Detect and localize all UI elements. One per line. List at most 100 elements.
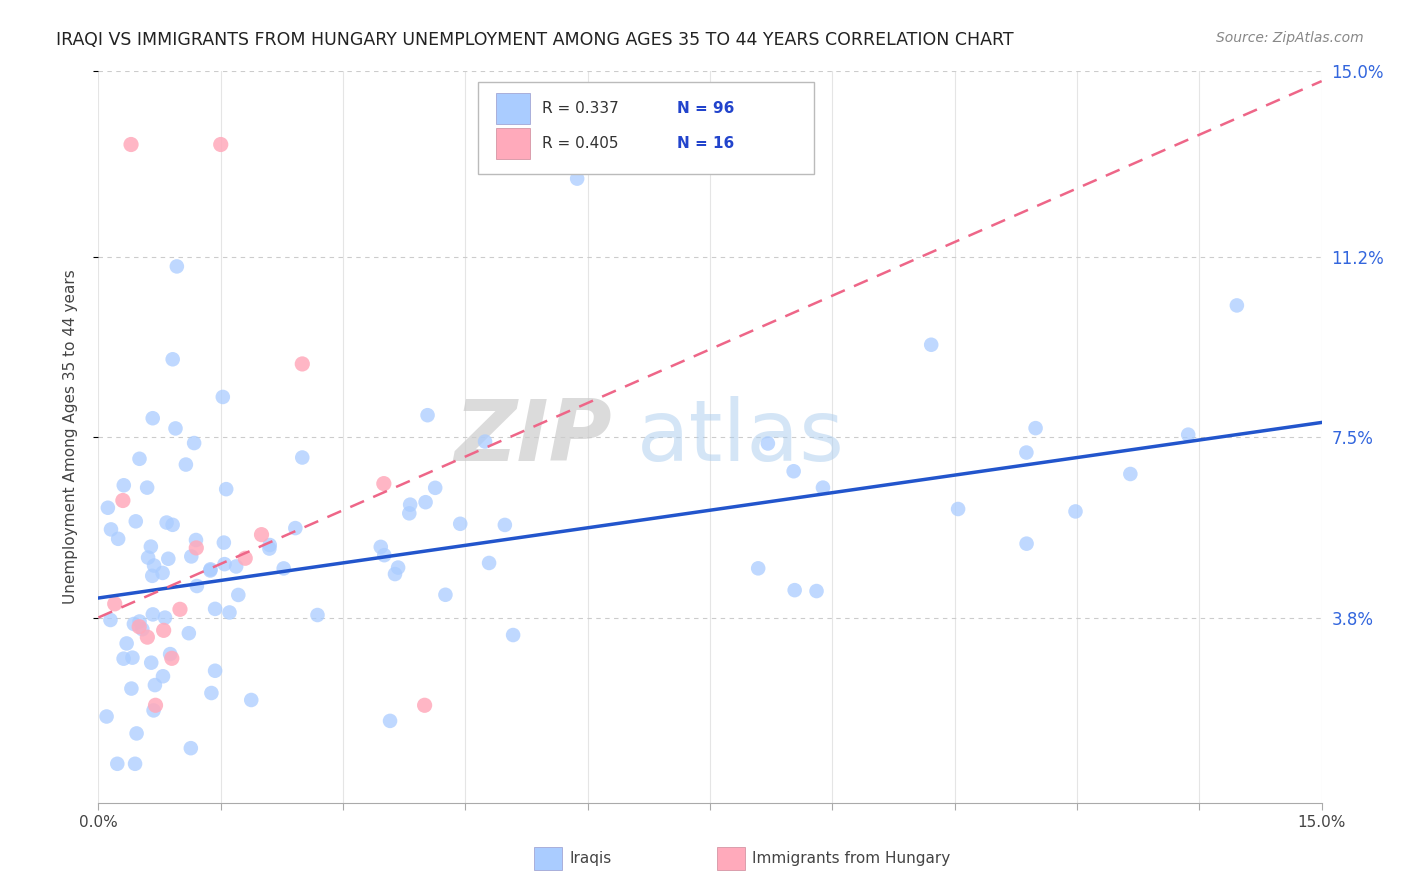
Point — [399, 498, 422, 512]
Point — [104, 597, 127, 611]
Point — [128, 615, 150, 629]
Point — [165, 421, 187, 435]
Point — [449, 516, 471, 531]
Text: R = 0.337: R = 0.337 — [543, 101, 619, 116]
Point — [169, 602, 191, 616]
Point — [413, 698, 436, 713]
Point — [180, 741, 202, 756]
Point — [111, 493, 134, 508]
Point — [259, 538, 281, 552]
Point — [291, 450, 314, 465]
Point — [565, 171, 588, 186]
Point — [204, 602, 226, 616]
Point — [96, 709, 118, 723]
Text: Immigrants from Hungary: Immigrants from Hungary — [752, 852, 950, 866]
Text: N = 16: N = 16 — [678, 136, 734, 152]
Point — [128, 620, 150, 634]
Text: atlas: atlas — [637, 395, 845, 479]
Point — [212, 535, 235, 549]
Point — [415, 495, 437, 509]
FancyBboxPatch shape — [478, 82, 814, 174]
Point — [141, 656, 163, 670]
Point — [200, 564, 222, 578]
Point — [215, 482, 238, 496]
Point — [136, 550, 159, 565]
Point — [416, 408, 439, 422]
Point — [425, 481, 447, 495]
Point — [125, 726, 148, 740]
Point — [1025, 421, 1047, 435]
Point — [226, 588, 249, 602]
Point — [494, 517, 516, 532]
Point — [186, 541, 208, 555]
Point — [143, 678, 166, 692]
Point — [166, 260, 188, 274]
Point — [204, 664, 226, 678]
Point — [177, 626, 200, 640]
Point — [186, 579, 208, 593]
Point — [139, 540, 162, 554]
Point — [100, 522, 122, 536]
Point — [307, 607, 329, 622]
Text: Source: ZipAtlas.com: Source: ZipAtlas.com — [1216, 31, 1364, 45]
Point — [142, 411, 165, 425]
Point — [250, 527, 273, 541]
Text: IRAQI VS IMMIGRANTS FROM HUNGARY UNEMPLOYMENT AMONG AGES 35 TO 44 YEARS CORRELAT: IRAQI VS IMMIGRANTS FROM HUNGARY UNEMPLO… — [56, 31, 1014, 49]
Text: N = 96: N = 96 — [678, 101, 734, 116]
Text: R = 0.405: R = 0.405 — [543, 136, 619, 152]
Point — [100, 613, 122, 627]
Point — [120, 681, 142, 696]
Point — [747, 561, 769, 575]
Point — [125, 514, 148, 528]
Point — [122, 617, 145, 632]
Point — [273, 561, 295, 575]
Point — [142, 607, 165, 622]
Point — [152, 624, 174, 638]
Point — [97, 500, 120, 515]
Point — [160, 651, 183, 665]
Point — [259, 541, 281, 556]
Y-axis label: Unemployment Among Ages 35 to 44 years: Unemployment Among Ages 35 to 44 years — [63, 269, 77, 605]
Point — [107, 532, 129, 546]
Point — [478, 556, 501, 570]
Point — [120, 137, 142, 152]
Point — [112, 651, 135, 665]
Point — [502, 628, 524, 642]
Point — [124, 756, 146, 771]
Point — [184, 533, 207, 547]
Point — [946, 502, 969, 516]
Point — [157, 551, 180, 566]
Point — [1119, 467, 1142, 481]
Point — [152, 669, 174, 683]
Point — [159, 647, 181, 661]
FancyBboxPatch shape — [496, 94, 530, 124]
FancyBboxPatch shape — [496, 128, 530, 159]
Text: ZIP: ZIP — [454, 395, 612, 479]
Point — [162, 517, 184, 532]
Text: Iraqis: Iraqis — [569, 852, 612, 866]
Point — [387, 560, 409, 574]
Point — [756, 436, 779, 450]
Point — [373, 548, 395, 562]
Point — [141, 569, 163, 583]
Point — [128, 451, 150, 466]
Point — [155, 516, 177, 530]
Point — [806, 584, 828, 599]
Point — [143, 558, 166, 573]
Point — [233, 551, 256, 566]
Point — [211, 390, 233, 404]
Point — [152, 566, 174, 580]
Point — [180, 549, 202, 564]
Point — [1015, 445, 1038, 459]
Point — [474, 434, 496, 449]
Point — [811, 481, 834, 495]
Point — [200, 686, 222, 700]
Point — [783, 583, 806, 598]
Point — [214, 557, 236, 571]
Point — [218, 606, 240, 620]
Point — [136, 630, 159, 644]
Point — [1177, 427, 1199, 442]
Point — [131, 622, 153, 636]
Point — [1226, 298, 1249, 312]
Point — [373, 476, 395, 491]
